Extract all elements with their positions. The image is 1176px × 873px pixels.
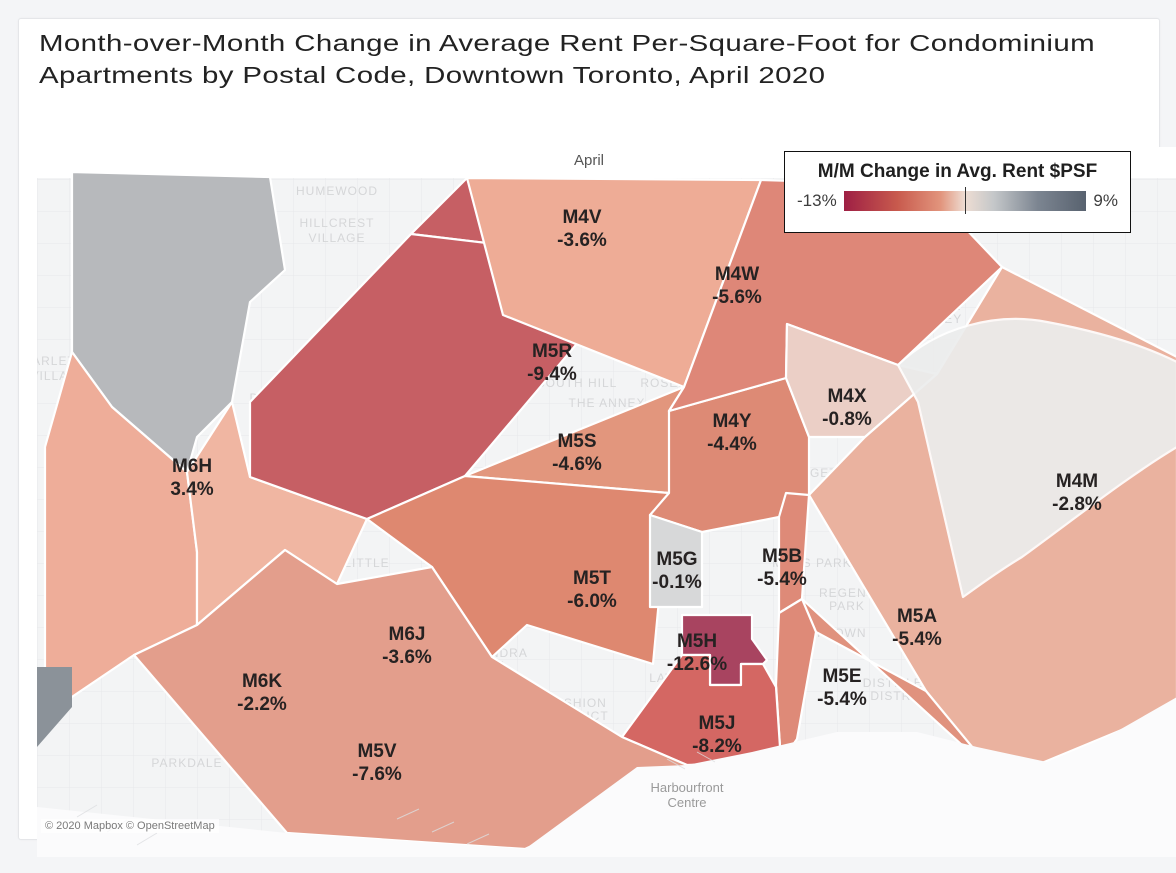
svg-text:M5J: M5J <box>699 713 736 734</box>
svg-text:-5.4%: -5.4% <box>757 569 807 590</box>
svg-text:M5H: M5H <box>677 631 717 652</box>
svg-text:M6H: M6H <box>172 456 212 477</box>
svg-text:VILLAGE: VILLAGE <box>308 231 365 245</box>
svg-text:-7.6%: -7.6% <box>352 764 402 785</box>
svg-text:PARK: PARK <box>829 599 865 613</box>
svg-text:LITTLE: LITTLE <box>344 556 389 570</box>
svg-text:M5V: M5V <box>357 741 396 762</box>
svg-text:-6.0%: -6.0% <box>567 591 617 612</box>
svg-text:HILLCREST: HILLCREST <box>299 216 374 230</box>
svg-text:HUMEWOOD: HUMEWOOD <box>296 184 378 198</box>
svg-text:3.4%: 3.4% <box>170 479 213 500</box>
svg-text:-8.2%: -8.2% <box>692 736 742 757</box>
svg-text:M5E: M5E <box>822 666 861 687</box>
svg-text:M4V: M4V <box>562 207 601 228</box>
svg-text:M5G: M5G <box>656 549 697 570</box>
svg-text:M5B: M5B <box>762 546 802 567</box>
svg-text:Harbourfront: Harbourfront <box>651 780 724 795</box>
svg-text:M5A: M5A <box>897 606 937 627</box>
svg-text:-5.6%: -5.6% <box>712 287 762 308</box>
svg-text:-4.4%: -4.4% <box>707 434 757 455</box>
svg-text:M4M: M4M <box>1056 471 1098 492</box>
svg-text:-3.6%: -3.6% <box>382 647 432 668</box>
svg-text:-5.4%: -5.4% <box>892 629 942 650</box>
svg-text:-9.4%: -9.4% <box>527 364 577 385</box>
svg-text:-5.4%: -5.4% <box>817 689 867 710</box>
svg-text:M6J: M6J <box>389 624 426 645</box>
svg-text:M5R: M5R <box>532 341 572 362</box>
svg-text:M5S: M5S <box>557 431 596 452</box>
svg-text:-0.1%: -0.1% <box>652 572 702 593</box>
svg-text:-4.6%: -4.6% <box>552 454 602 475</box>
svg-text:-2.8%: -2.8% <box>1052 494 1102 515</box>
svg-text:-3.6%: -3.6% <box>557 230 607 251</box>
svg-text:-12.6%: -12.6% <box>667 654 727 675</box>
svg-text:-2.2%: -2.2% <box>237 694 287 715</box>
svg-text:M6K: M6K <box>242 671 282 692</box>
svg-text:M4Y: M4Y <box>712 411 751 432</box>
svg-text:-0.8%: -0.8% <box>822 409 872 430</box>
svg-text:M4W: M4W <box>715 264 759 285</box>
svg-text:Centre: Centre <box>667 795 706 810</box>
svg-text:M4X: M4X <box>827 386 866 407</box>
svg-text:PARKDALE: PARKDALE <box>151 756 222 770</box>
svg-text:M5T: M5T <box>573 568 611 589</box>
